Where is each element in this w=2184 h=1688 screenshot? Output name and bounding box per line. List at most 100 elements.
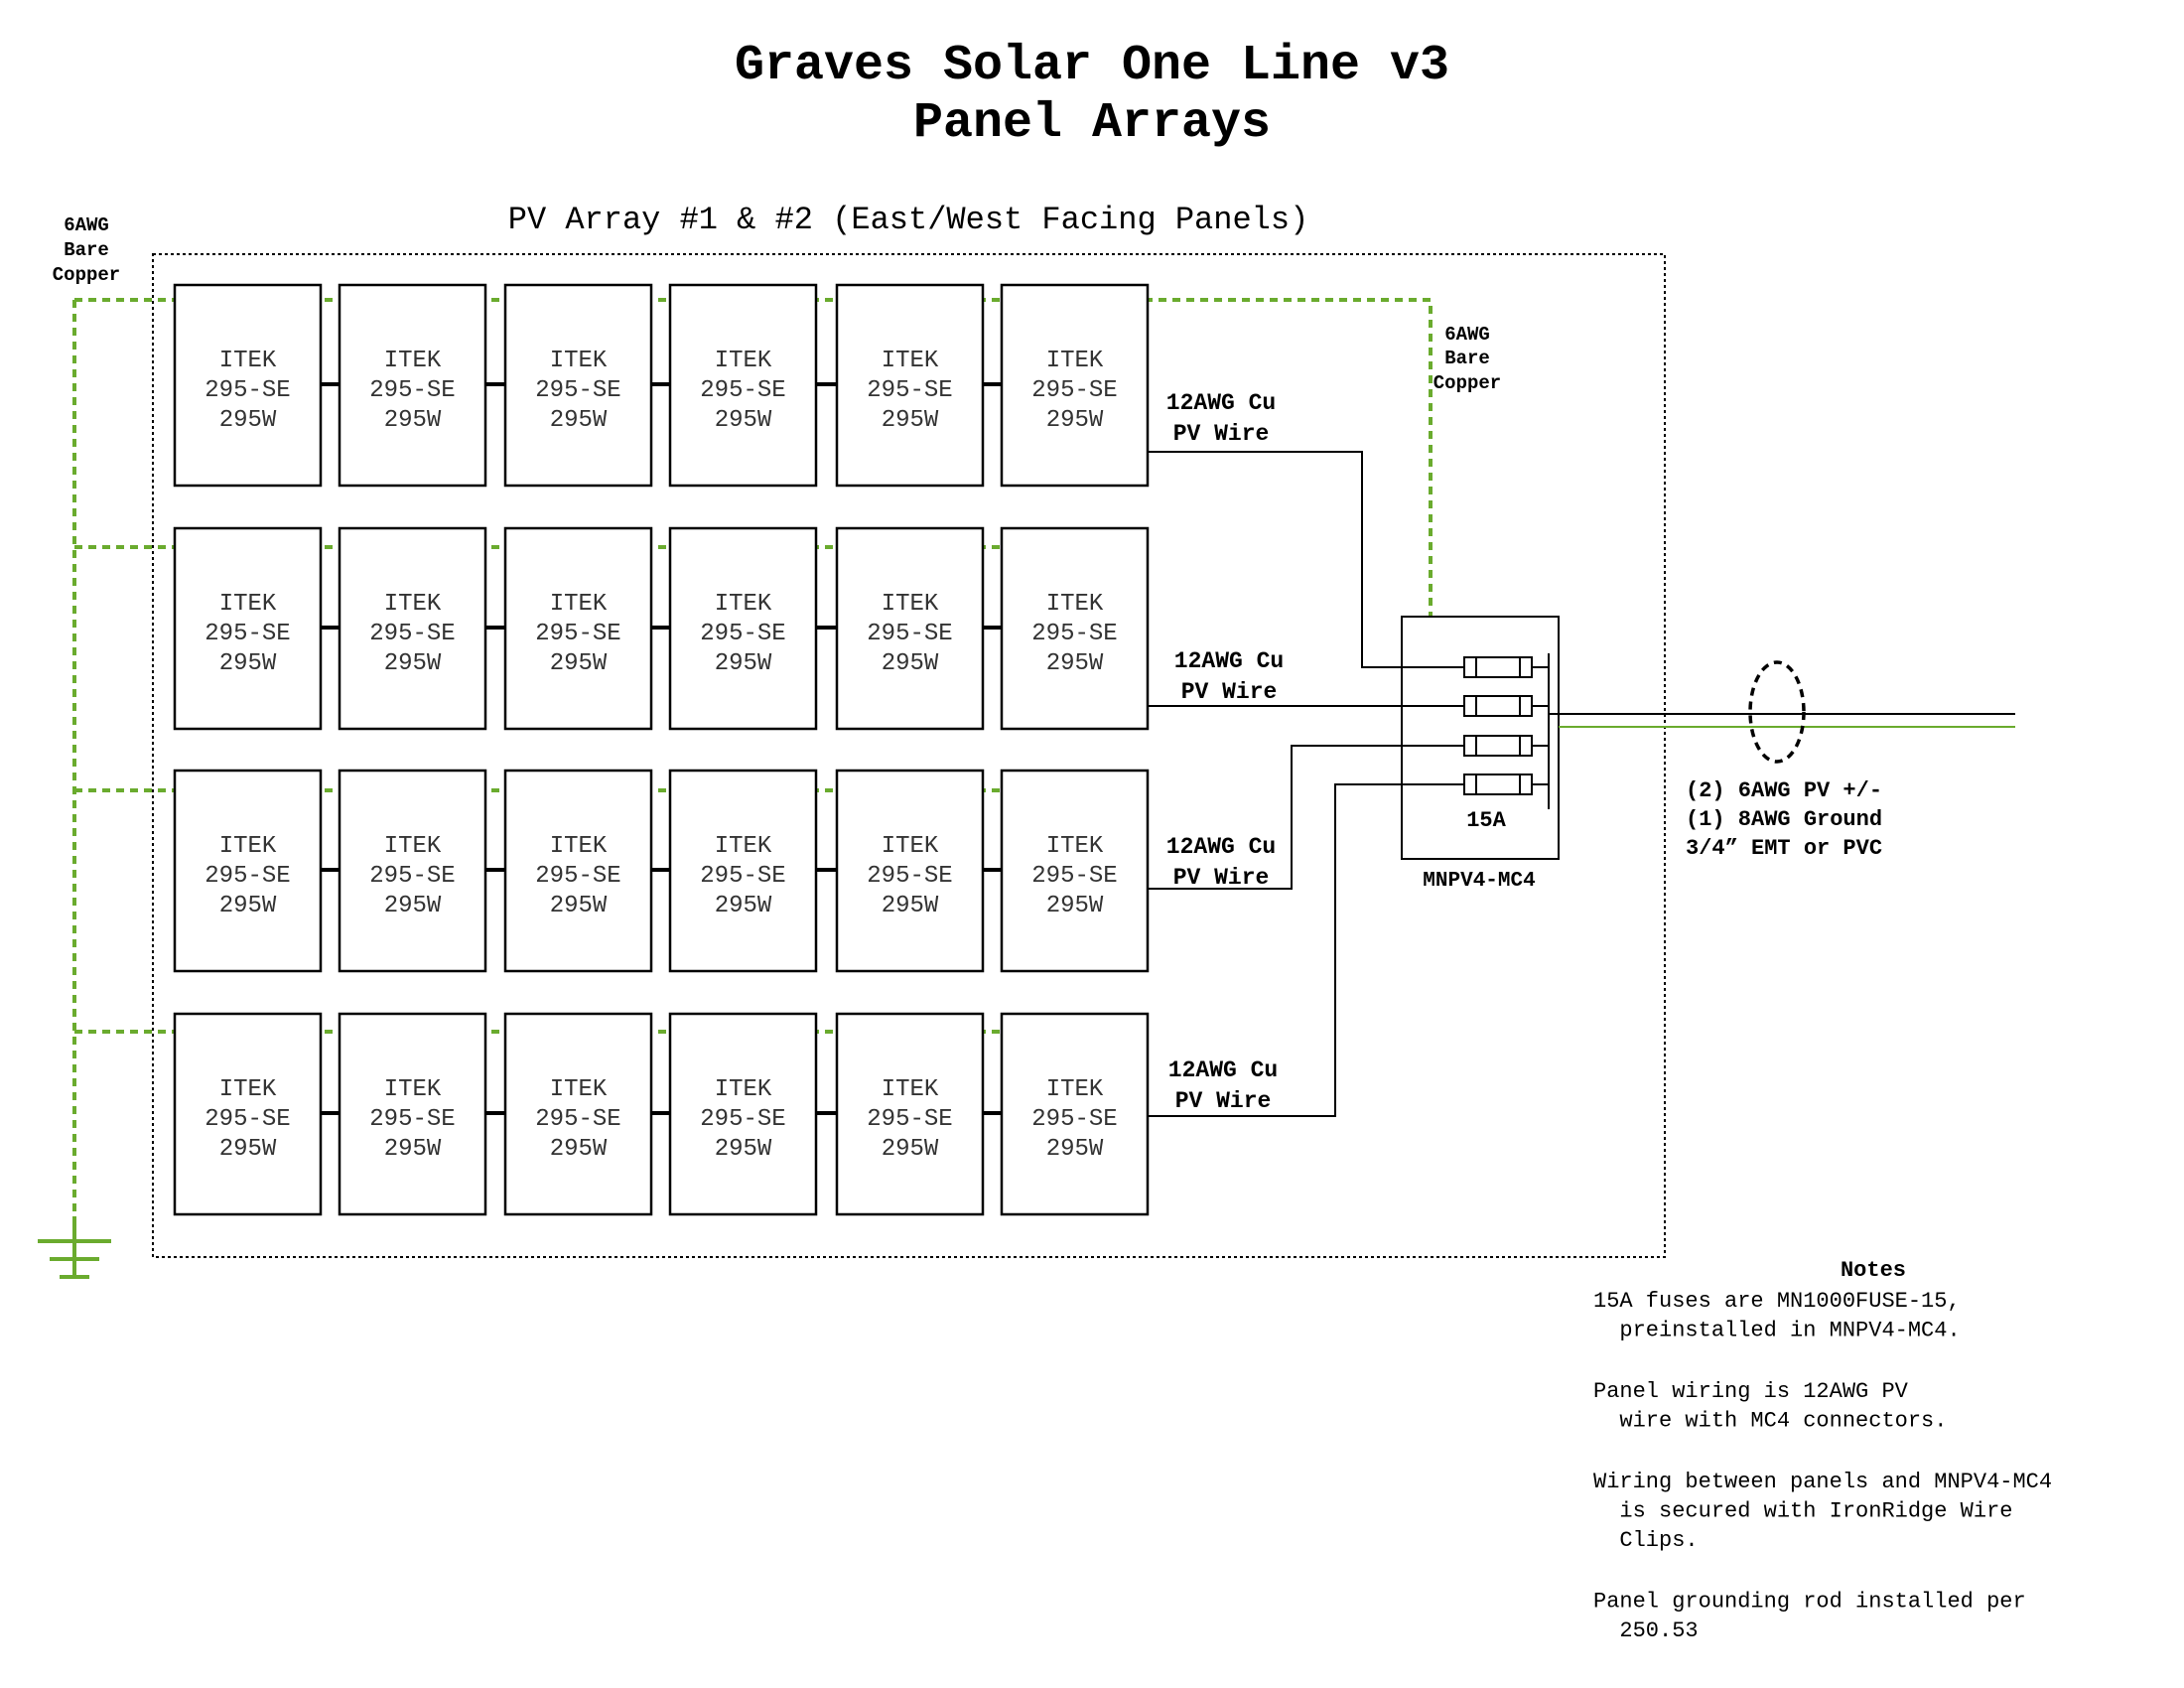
panel-label: 295-SE (205, 621, 290, 647)
string-wire-label: 12AWG Cu PV Wire (1166, 390, 1276, 447)
panel-label: 295-SE (535, 863, 620, 890)
solar-panel: ITEK 295-SE 295W (835, 526, 985, 731)
svg-text:6AWG: 6AWG (1444, 324, 1490, 346)
panel-label: ITEK (550, 1076, 608, 1103)
panel-label: ITEK (219, 591, 277, 618)
array-label: PV Array #1 & #2 (East/West Facing Panel… (508, 202, 1309, 238)
fuse-icon (1463, 695, 1549, 717)
panel-outline (173, 526, 323, 731)
panel-outline (1000, 769, 1150, 973)
panel-label: 295-SE (700, 377, 785, 404)
panel-label: 295-SE (1031, 377, 1117, 404)
panel-label: ITEK (1046, 348, 1104, 374)
solar-panel: ITEK 295-SE 295W (1000, 526, 1150, 731)
svg-text:12AWG Cu: 12AWG Cu (1166, 390, 1276, 416)
svg-text:Bare: Bare (64, 239, 109, 261)
solar-panel: ITEK 295-SE 295W (338, 1012, 487, 1216)
panel-label: ITEK (715, 348, 772, 374)
panel-label: ITEK (219, 348, 277, 374)
string-wire-label: 12AWG Cu PV Wire (1168, 1057, 1278, 1114)
panel-label: 295W (882, 1136, 939, 1163)
fuse-icon (1463, 656, 1549, 678)
combiner-box (1401, 616, 1560, 860)
panel-label: 295-SE (369, 377, 455, 404)
svg-text:Clips.: Clips. (1593, 1528, 1699, 1553)
solar-panel: ITEK 295-SE 295W (1000, 283, 1150, 488)
panel-label: 295W (550, 650, 608, 677)
solar-panel: ITEK 295-SE 295W (338, 283, 487, 488)
panel-outline (835, 769, 985, 973)
panel-label: ITEK (550, 348, 608, 374)
svg-text:Copper: Copper (53, 264, 120, 286)
ground-rod-icon (38, 1216, 111, 1279)
solar-panel: ITEK 295-SE 295W (338, 769, 487, 973)
svg-text:PV Wire: PV Wire (1173, 865, 1270, 891)
string-wire-label: 12AWG Cu PV Wire (1174, 648, 1284, 705)
combiner-name-label: MNPV4-MC4 (1423, 870, 1535, 893)
string-wiring: 12AWG Cu PV Wire 12AWG Cu PV Wire 12AWG Cu PV… (321, 382, 1464, 1117)
note-item: Panel grounding rod installed per 250.53 (1593, 1590, 2026, 1644)
panel-outline (1000, 1012, 1150, 1216)
panel-label: 295-SE (205, 1106, 290, 1133)
panel-label: 295W (219, 1136, 277, 1163)
svg-text:250.53: 250.53 (1593, 1618, 1699, 1643)
svg-text:12AWG Cu: 12AWG Cu (1168, 1057, 1278, 1083)
panel-label: 295-SE (867, 377, 952, 404)
page-title: Graves Solar One Line v3 (734, 38, 1450, 94)
panel-outline (668, 283, 818, 488)
solar-panel: ITEK 295-SE 295W (338, 526, 487, 731)
panel-label: 295W (384, 650, 442, 677)
panel-outline (835, 283, 985, 488)
array-boundary (152, 253, 1666, 1258)
panel-label: 295-SE (1031, 1106, 1117, 1133)
svg-text:Panel wiring is 12AWG PV: Panel wiring is 12AWG PV (1593, 1379, 1909, 1404)
solar-panel: ITEK 295-SE 295W (503, 526, 653, 731)
output-label: (2) 6AWG PV +/- (1) 8AWG Ground 3/4” EMT… (1686, 778, 1882, 861)
panel-label: 295-SE (867, 1106, 952, 1133)
panel-label: 295W (715, 407, 772, 434)
panel-outline (173, 1012, 323, 1216)
panel-outline (503, 1012, 653, 1216)
solar-panel: ITEK 295-SE 295W (173, 526, 323, 731)
panel-label: 295-SE (535, 1106, 620, 1133)
solar-panel: ITEK 295-SE 295W (503, 769, 653, 973)
panel-label: ITEK (1046, 1076, 1104, 1103)
panel-label: 295-SE (1031, 621, 1117, 647)
svg-text:PV Wire: PV Wire (1175, 1088, 1272, 1114)
svg-text:PV Wire: PV Wire (1173, 421, 1270, 447)
panel-label: 295W (715, 1136, 772, 1163)
solar-panel: ITEK 295-SE 295W (503, 1012, 653, 1216)
panel-label: 295-SE (535, 377, 620, 404)
svg-text:Copper: Copper (1433, 372, 1501, 394)
panel-label: 295-SE (369, 621, 455, 647)
solar-panel: ITEK 295-SE 295W (835, 1012, 985, 1216)
svg-text:Wiring between panels and MNPV: Wiring between panels and MNPV4-MC4 (1593, 1470, 2052, 1494)
svg-text:(2) 6AWG PV +/-: (2) 6AWG PV +/- (1686, 778, 1882, 803)
string-wire (1148, 783, 1464, 1117)
svg-text:wire with MC4 connectors.: wire with MC4 connectors. (1593, 1409, 1947, 1434)
panel-label: 295W (882, 407, 939, 434)
note-item: 15A fuses are MN1000FUSE-15, preinstalle… (1593, 1289, 1961, 1343)
panel-label: ITEK (219, 833, 277, 860)
panel-label: 295-SE (369, 863, 455, 890)
panel-outline (338, 1012, 487, 1216)
note-item: Wiring between panels and MNPV4-MC4 is s… (1593, 1470, 2052, 1553)
panel-label: ITEK (882, 1076, 939, 1103)
svg-text:12AWG Cu: 12AWG Cu (1174, 648, 1284, 674)
panel-label: ITEK (715, 833, 772, 860)
solar-panel: ITEK 295-SE 295W (668, 769, 818, 973)
panel-label: ITEK (715, 1076, 772, 1103)
panel-label: 295-SE (369, 1106, 455, 1133)
panel-label: 295W (550, 893, 608, 919)
fuse-icon (1463, 735, 1549, 757)
svg-text:Bare: Bare (1444, 348, 1490, 369)
svg-text:12AWG Cu: 12AWG Cu (1166, 834, 1276, 860)
solar-panel: ITEK 295-SE 295W (1000, 769, 1150, 973)
solar-panel: ITEK 295-SE 295W (173, 1012, 323, 1216)
panel-label: 295-SE (700, 863, 785, 890)
panel-label: 295W (715, 893, 772, 919)
panel-label: 295W (1046, 650, 1104, 677)
panel-outline (1000, 526, 1150, 731)
panel-label: ITEK (715, 591, 772, 618)
panel-outline (668, 526, 818, 731)
